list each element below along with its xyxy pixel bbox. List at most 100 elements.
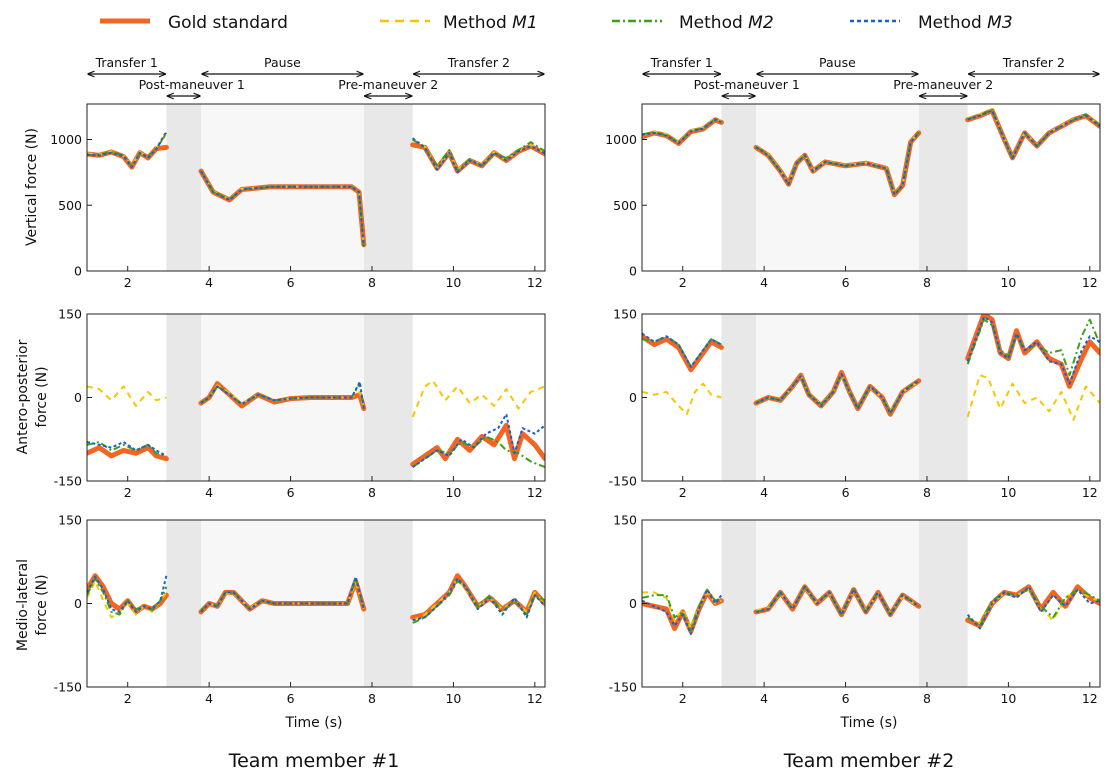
x-tick-label: 8 — [368, 275, 376, 290]
phase-label: Post-maneuver 1 — [694, 77, 800, 92]
x-tick-label: 8 — [923, 691, 931, 706]
x-tick-label: 6 — [842, 275, 850, 290]
series-line-m3-segment-3 — [412, 413, 545, 468]
y-tick-label: 1000 — [50, 132, 82, 147]
shade-pre-maneuver-2 — [363, 314, 413, 481]
shade-post-maneuver-1 — [166, 314, 201, 481]
shade-post-maneuver-1 — [721, 104, 756, 271]
series-line-m1-segment-1 — [642, 382, 722, 416]
x-tick-label: 2 — [124, 485, 132, 500]
series-line-m2-segment-1 — [87, 577, 168, 616]
phase-pause: Pause — [202, 55, 363, 74]
panel-member1-ml: 2 4 6 8 10 12 -150 0 150 — [54, 513, 546, 706]
series-line-m1-segment-3 — [412, 577, 545, 622]
legend-label-m3: Method M3 — [918, 13, 1013, 33]
series-line-m3-segment-2 — [755, 132, 920, 196]
ylabel-vertical-force: Vertical force (N) — [24, 128, 40, 246]
phase-annotations-member1: Transfer 1 Pause Transfer 2 Post-maneuver 1… — [88, 55, 544, 96]
series-line-m2-segment-2 — [755, 585, 920, 616]
x-axis-label-left: Time (s) — [285, 715, 343, 731]
legend-item-m3: Method M3 — [850, 13, 1013, 33]
series-line-m3-segment-2 — [755, 373, 920, 415]
x-tick-label: 10 — [445, 485, 461, 500]
plot-frame — [86, 103, 546, 272]
series-line-gold-segment-1 — [87, 144, 169, 170]
y-tick-label: 0 — [74, 264, 82, 279]
series-group — [642, 108, 1100, 198]
series-line-gold-segment-3 — [410, 422, 545, 467]
series-line-m1-segment-1 — [87, 580, 168, 619]
series-line-m3-segment-3 — [966, 585, 1100, 630]
phase-label: Pause — [264, 55, 301, 70]
shade-pre-maneuver-2 — [918, 314, 968, 481]
panel-member2-ml: 2 4 6 8 10 12 -150 0 150 — [609, 513, 1101, 706]
x-tick-label: 4 — [760, 275, 768, 290]
phase-transfer-2: Transfer 2 — [414, 55, 544, 74]
plot-frame — [641, 103, 1101, 272]
series-group — [87, 379, 545, 469]
shade-post-maneuver-1 — [721, 314, 756, 481]
y-tick-label: 0 — [74, 390, 82, 405]
ylabel-antero-posterior-force: Antero-posterior force (N) — [15, 339, 50, 454]
x-tick-label: 12 — [1082, 691, 1098, 706]
x-tick-label: 12 — [527, 275, 543, 290]
series-line-m2-segment-3 — [412, 138, 545, 173]
y-tick-label: 500 — [58, 198, 82, 213]
x-tick-label: 2 — [679, 691, 687, 706]
series-line-m3-segment-1 — [642, 588, 723, 636]
y-tick-label: -150 — [609, 474, 637, 489]
shade-pre-maneuver-2 — [918, 520, 968, 687]
phase-pause: Pause — [757, 55, 918, 74]
legend-item-m2: Method M2 — [612, 13, 774, 33]
x-tick-label: 12 — [1082, 485, 1098, 500]
phase-pre-maneuver-2: Pre-maneuver 2 — [338, 77, 438, 96]
series-line-gold-segment-1 — [642, 333, 724, 373]
series-line-m1-segment-1 — [87, 385, 167, 407]
x-tick-label: 10 — [1000, 691, 1016, 706]
x-tick-label: 2 — [124, 691, 132, 706]
y-tick-label: 150 — [58, 513, 82, 528]
x-tick-label: 6 — [287, 485, 295, 500]
panel-member2-vertical: 2 4 6 8 10 12 0 500 1000 — [605, 103, 1101, 290]
series-line-m3-segment-1 — [87, 441, 167, 457]
x-tick-label: 8 — [368, 485, 376, 500]
y-tick-label: 150 — [58, 307, 82, 322]
series-group — [642, 584, 1100, 636]
legend-item-m1: Method M1 — [380, 13, 538, 33]
phase-label: Pre-maneuver 2 — [338, 77, 438, 92]
panel-member1-vertical: 2 4 6 8 10 12 0 500 1000 — [50, 103, 546, 290]
x-tick-label: 4 — [205, 485, 213, 500]
series-line-m1-segment-3 — [411, 379, 545, 418]
y-tick-label: -150 — [609, 680, 637, 695]
series-line-m3-segment-2 — [200, 170, 365, 247]
y-tick-label: 0 — [629, 264, 637, 279]
x-axis-label-right: Time (s) — [840, 715, 898, 731]
shade-pre-maneuver-2 — [363, 104, 413, 271]
phase-label: Transfer 1 — [95, 55, 158, 70]
y-tick-label: 500 — [613, 198, 637, 213]
x-tick-label: 4 — [760, 485, 768, 500]
y-axis-labels: Vertical force (N) Antero-posterior force… — [15, 128, 50, 651]
series-line-m1-segment-3 — [966, 374, 1100, 421]
series-line-m3-segment-1 — [87, 575, 168, 613]
x-tick-label: 8 — [923, 275, 931, 290]
x-tick-label: 6 — [842, 691, 850, 706]
series-line-m3-segment-2 — [755, 585, 920, 616]
member-title-1: Team member #1 — [228, 750, 400, 771]
y-tick-label: 0 — [629, 596, 637, 611]
legend: Gold standard Method M1 Method M2 Method… — [100, 13, 1013, 33]
phase-label: Transfer 2 — [1002, 55, 1065, 70]
shade-pre-maneuver-2 — [918, 104, 968, 271]
series-line-m3-segment-3 — [967, 109, 1100, 159]
x-tick-label: 6 — [287, 691, 295, 706]
phase-transfer-1: Transfer 1 — [88, 55, 165, 74]
y-tick-label: -150 — [54, 474, 82, 489]
x-tick-label: 2 — [124, 275, 132, 290]
phase-annotations-member2: Transfer 1 Pause Transfer 2 Post-maneuver 1… — [643, 55, 1099, 96]
x-tick-label: 4 — [760, 691, 768, 706]
shade-post-maneuver-1 — [166, 104, 201, 271]
series-line-m2-segment-3 — [412, 580, 545, 624]
x-tick-label: 2 — [679, 275, 687, 290]
